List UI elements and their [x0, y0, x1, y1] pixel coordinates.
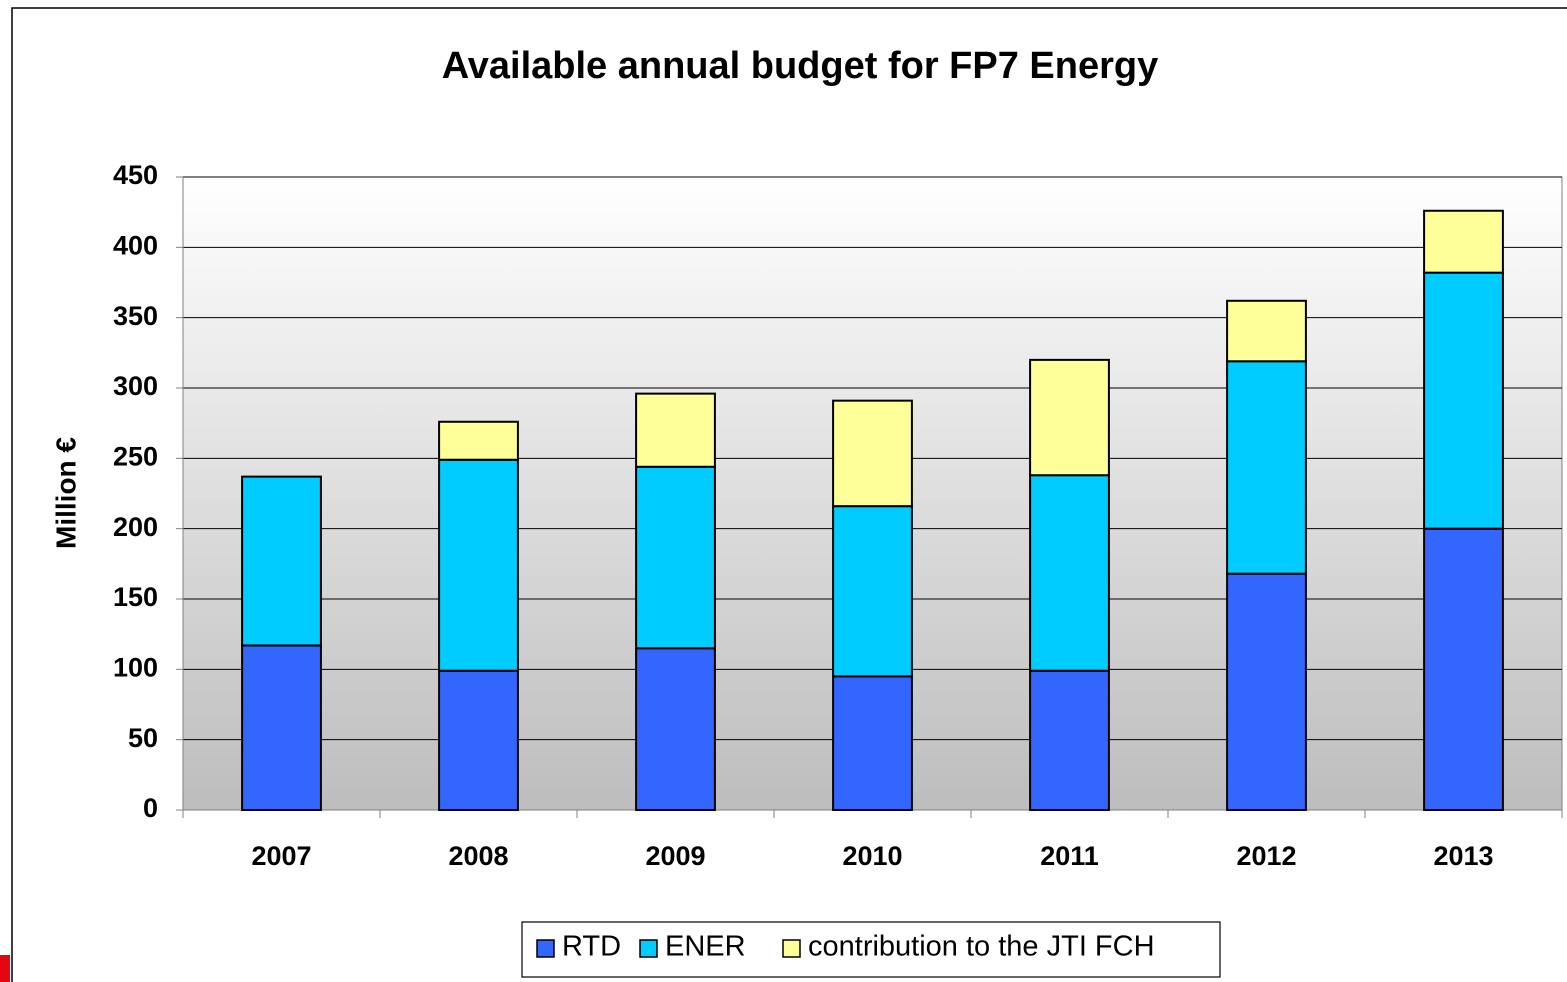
y-tick-label: 350 — [113, 301, 158, 331]
legend: RTD ENER contribution to the JTI FCH — [536, 931, 1155, 963]
legend-swatch — [782, 939, 801, 958]
x-tick-label: 2011 — [1040, 841, 1099, 871]
bar-segment — [1226, 360, 1307, 575]
bar-segment — [635, 465, 716, 650]
legend-box — [521, 921, 1221, 978]
bar-segment — [438, 458, 519, 672]
bar-segment — [1029, 474, 1110, 672]
bar-segment — [1423, 271, 1504, 530]
x-tick-label: 2010 — [842, 841, 902, 871]
bar-segment — [832, 505, 913, 678]
bar-segment — [1423, 209, 1504, 274]
x-tick-label: 2007 — [251, 841, 311, 871]
x-tick-label: 2012 — [1236, 841, 1296, 871]
bar-segment — [832, 675, 913, 811]
bar-segment — [1226, 299, 1307, 363]
bar-segment — [635, 392, 716, 468]
y-tick-label: 400 — [113, 230, 158, 260]
bar-segment — [241, 475, 322, 647]
y-axis-label: Million € — [50, 437, 81, 549]
x-tick-label: 2013 — [1433, 841, 1493, 871]
legend-label: contribution to the JTI FCH — [808, 931, 1155, 963]
x-tick-label: 2008 — [448, 841, 508, 871]
bar-segment — [635, 647, 716, 811]
bar-segment — [1029, 669, 1110, 811]
bar-segment — [438, 420, 519, 461]
bar-segment — [1423, 527, 1504, 812]
bar-segment — [241, 644, 322, 811]
y-tick-label: 50 — [128, 723, 158, 753]
corner-decoration — [0, 955, 10, 982]
y-tick-label: 100 — [113, 652, 158, 682]
legend-swatch — [536, 939, 555, 958]
y-tick-label: 200 — [113, 512, 158, 542]
bar-segment — [1029, 358, 1110, 477]
legend-swatch — [639, 939, 658, 958]
y-tick-label: 0 — [143, 793, 158, 823]
y-tick-label: 250 — [113, 441, 158, 471]
bar-segment — [832, 399, 913, 508]
legend-label: RTD — [562, 931, 621, 963]
chart-title: Available annual budget for FP7 Energy — [442, 45, 1159, 87]
y-tick-label: 450 — [113, 160, 158, 190]
legend-label: ENER — [665, 931, 746, 963]
x-tick-label: 2009 — [645, 841, 705, 871]
y-tick-label: 150 — [113, 582, 158, 612]
bar-segment — [438, 669, 519, 811]
y-tick-label: 300 — [113, 371, 158, 401]
bar-segment — [1226, 572, 1307, 811]
